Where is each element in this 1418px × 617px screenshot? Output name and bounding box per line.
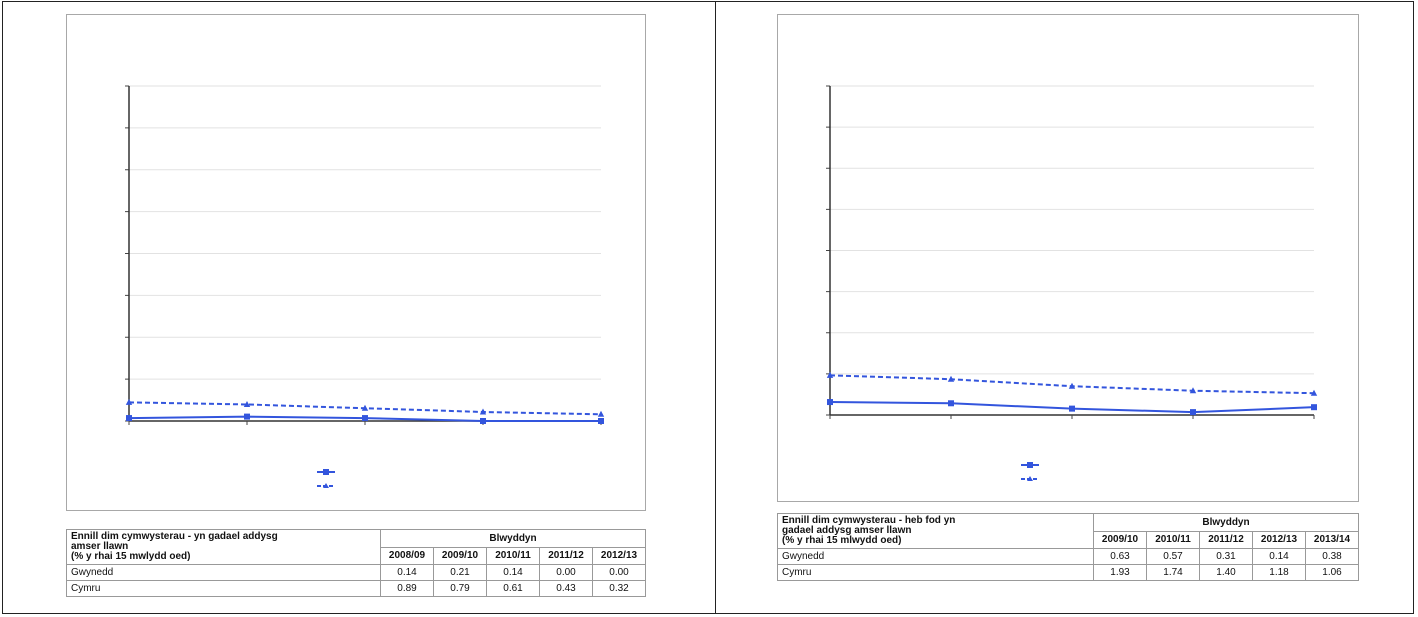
data-point-cymru bbox=[1068, 382, 1076, 389]
table-cell: 1.74 bbox=[1146, 564, 1200, 581]
legend-marker-gwynedd bbox=[1027, 462, 1033, 468]
table-cell: 0.89 bbox=[380, 580, 434, 597]
table-cell: 0.21 bbox=[433, 564, 487, 581]
table-header-label: Ennill dim cymwysterau - heb fod yn gadae… bbox=[777, 513, 1094, 549]
table-year-header: 2012/13 bbox=[592, 546, 646, 565]
table-cell: 0.31 bbox=[1199, 548, 1253, 565]
chart-panel-21-2 bbox=[777, 14, 1359, 502]
table-cell: 0.43 bbox=[539, 580, 593, 597]
data-point-gwynedd bbox=[362, 415, 368, 422]
table-row: Gwynedd 0.63 0.57 0.31 0.14 0.38 bbox=[777, 548, 1359, 565]
table-cell: 0.38 bbox=[1305, 548, 1359, 565]
table-cell: 1.18 bbox=[1252, 564, 1306, 581]
data-point-gwynedd bbox=[1190, 409, 1196, 416]
table-cell: 0.00 bbox=[539, 564, 593, 581]
chart-panel-21-1 bbox=[66, 14, 646, 511]
data-point-gwynedd bbox=[244, 413, 250, 420]
data-point-cymru bbox=[597, 410, 605, 417]
data-point-cymru bbox=[479, 408, 487, 415]
table-year-header: 2010/11 bbox=[1146, 530, 1200, 549]
table-row: Gwynedd 0.14 0.21 0.14 0.00 0.00 bbox=[66, 564, 646, 581]
table-group-header: Blwyddyn bbox=[380, 529, 646, 548]
table-header-label: Ennill dim cymwysterau - yn gadael addys… bbox=[66, 529, 381, 565]
table-cell: 0.14 bbox=[486, 564, 540, 581]
table-cell: 0.61 bbox=[486, 580, 540, 597]
table-year-header: 2009/10 bbox=[1093, 530, 1147, 549]
table-row-label: Gwynedd bbox=[777, 548, 1094, 565]
table-cell: 0.00 bbox=[592, 564, 646, 581]
data-point-cymru bbox=[243, 400, 251, 407]
table-row: Cymru 1.93 1.74 1.40 1.18 1.06 bbox=[777, 564, 1359, 581]
data-point-gwynedd bbox=[1069, 405, 1075, 412]
table-year-header: 2013/14 bbox=[1305, 530, 1359, 549]
column-divider bbox=[715, 1, 716, 614]
legend-marker-cymru bbox=[1027, 476, 1033, 481]
table-header-line: Ennill dim cymwysterau - heb fod yn bbox=[782, 515, 956, 526]
data-table-21-2: Ennill dim cymwysterau - heb fod yn gadae… bbox=[777, 513, 1359, 581]
table-cell: 0.14 bbox=[380, 564, 434, 581]
table-group-header: Blwyddyn bbox=[1093, 513, 1359, 532]
table-cell: 0.14 bbox=[1252, 548, 1306, 565]
data-point-gwynedd bbox=[598, 418, 604, 424]
table-header-line: gadael addysg amser llawn bbox=[782, 525, 912, 536]
table-row: Cymru 0.89 0.79 0.61 0.43 0.32 bbox=[66, 580, 646, 597]
table-cell: 0.63 bbox=[1093, 548, 1147, 565]
data-point-cymru bbox=[1310, 389, 1318, 396]
table-header-line: (% y rhai 15 mlwydd oed) bbox=[782, 535, 902, 546]
table-row-label: Cymru bbox=[777, 564, 1094, 581]
data-point-cymru bbox=[947, 375, 955, 382]
table-year-header: 2008/09 bbox=[380, 546, 434, 565]
data-point-gwynedd bbox=[1311, 404, 1317, 411]
data-table-21-1: Ennill dim cymwysterau - yn gadael addys… bbox=[66, 529, 646, 597]
table-cell: 1.93 bbox=[1093, 564, 1147, 581]
table-year-header: 2012/13 bbox=[1252, 530, 1306, 549]
table-cell: 1.40 bbox=[1199, 564, 1253, 581]
legend-marker-cymru bbox=[323, 483, 329, 488]
table-cell: 0.79 bbox=[433, 580, 487, 597]
data-point-cymru bbox=[361, 404, 369, 411]
table-year-header: 2009/10 bbox=[433, 546, 487, 565]
data-point-gwynedd bbox=[480, 418, 486, 424]
table-row-label: Cymru bbox=[66, 580, 381, 597]
data-point-gwynedd bbox=[827, 399, 833, 406]
table-header-line: Ennill dim cymwysterau - yn gadael addys… bbox=[71, 531, 278, 542]
data-point-cymru bbox=[125, 398, 133, 405]
data-point-gwynedd bbox=[126, 415, 132, 422]
table-header-line: (% y rhai 15 mwlydd oed) bbox=[71, 551, 191, 562]
table-cell: 1.06 bbox=[1305, 564, 1359, 581]
data-point-cymru bbox=[1189, 387, 1197, 394]
table-year-header: 2010/11 bbox=[486, 546, 540, 565]
table-year-header: 2011/12 bbox=[1199, 530, 1253, 549]
table-year-header: 2011/12 bbox=[539, 546, 593, 565]
legend-marker-gwynedd bbox=[323, 469, 329, 475]
table-header-line: amser llawn bbox=[71, 541, 129, 552]
chart-21-2-svg bbox=[826, 85, 1318, 481]
chart-21-1-svg bbox=[125, 85, 605, 488]
data-point-cymru bbox=[826, 371, 834, 378]
table-row-label: Gwynedd bbox=[66, 564, 381, 581]
table-cell: 0.32 bbox=[592, 580, 646, 597]
table-cell: 0.57 bbox=[1146, 548, 1200, 565]
data-point-gwynedd bbox=[948, 400, 954, 407]
